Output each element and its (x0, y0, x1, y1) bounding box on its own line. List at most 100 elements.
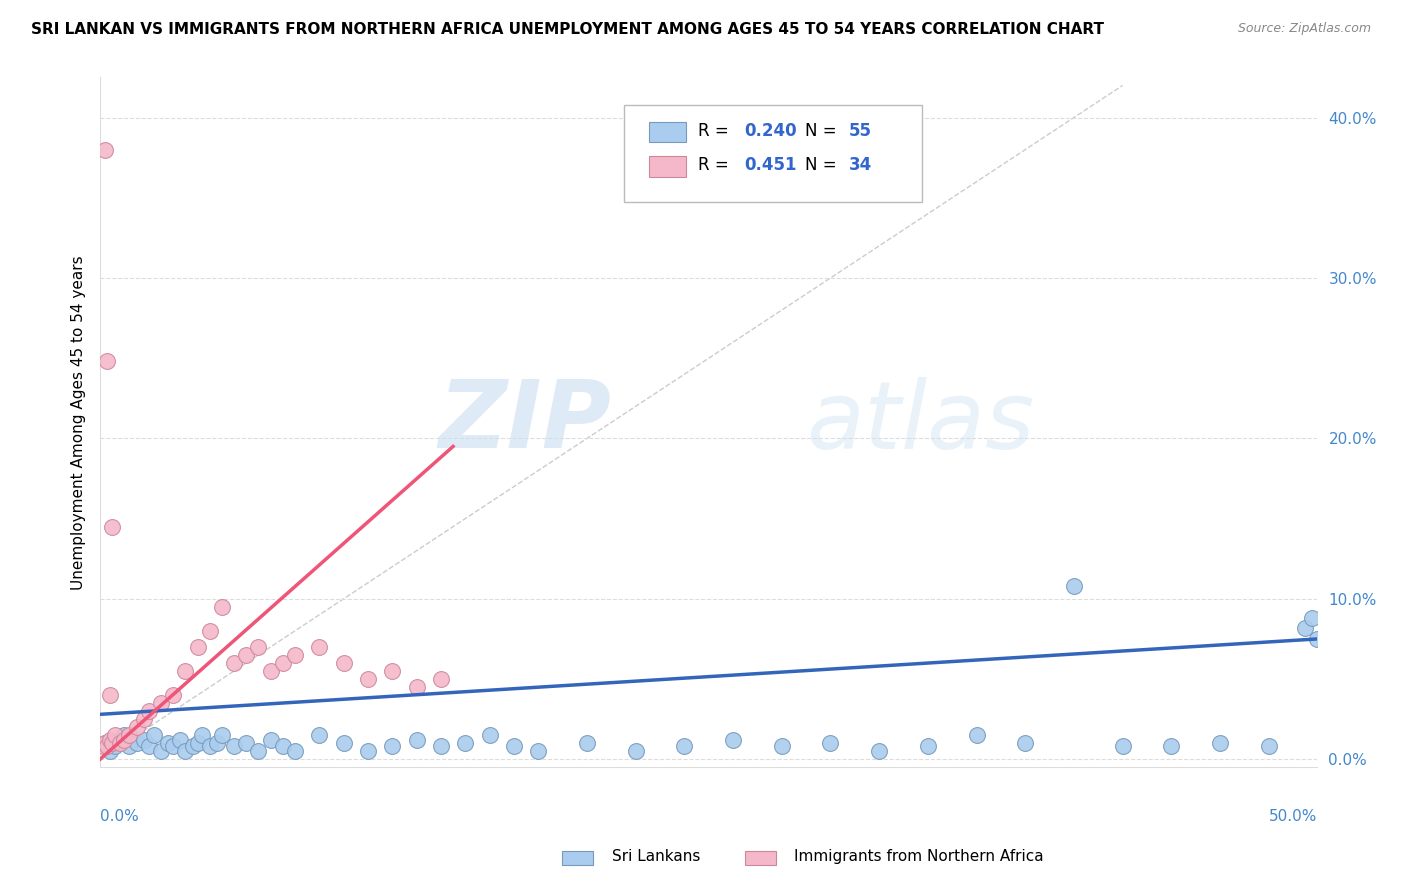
Point (222, 739, 245, 754)
Point (1209, 736, 1232, 750)
Point (478, 728, 501, 742)
Point (1063, 579, 1085, 593)
Point (142, 728, 165, 742)
Point (966, 728, 988, 742)
Point (138, 739, 160, 754)
Point (98, 733, 121, 747)
Point (430, 739, 453, 754)
Point (98, 744, 121, 758)
Point (247, 640, 270, 654)
Text: atlas: atlas (806, 376, 1035, 468)
Point (357, 744, 380, 758)
Point (868, 744, 890, 758)
Text: 0.0%: 0.0% (100, 809, 139, 823)
Text: 50.0%: 50.0% (1270, 809, 1317, 823)
Point (381, 739, 404, 754)
Point (101, 736, 124, 750)
Point (527, 744, 550, 758)
Point (114, 728, 136, 742)
Point (1014, 736, 1036, 750)
Point (259, 733, 281, 747)
Point (271, 739, 294, 754)
Text: SRI LANKAN VS IMMIGRANTS FROM NORTHERN AFRICA UNEMPLOYMENT AMONG AGES 45 TO 54 Y: SRI LANKAN VS IMMIGRANTS FROM NORTHERN A… (31, 22, 1104, 37)
Point (430, 672, 453, 686)
FancyBboxPatch shape (623, 105, 922, 202)
Point (98, 688, 121, 702)
Point (820, 736, 842, 750)
Point (1301, 611, 1323, 625)
Text: 0.451: 0.451 (744, 156, 797, 174)
Point (673, 739, 696, 754)
Point (235, 736, 257, 750)
Point (576, 736, 599, 750)
Point (1306, 632, 1329, 646)
Point (94, 143, 117, 157)
Point (198, 624, 221, 638)
Point (118, 739, 141, 754)
Text: Immigrants from Northern Africa: Immigrants from Northern Africa (794, 849, 1045, 863)
Point (917, 739, 939, 754)
Point (174, 664, 197, 678)
Point (770, 739, 793, 754)
Text: Sri Lankans: Sri Lankans (612, 849, 700, 863)
Point (157, 736, 180, 750)
Point (91, 739, 114, 754)
Text: N =: N = (804, 121, 842, 139)
Point (186, 736, 208, 750)
Point (1111, 739, 1133, 754)
Point (150, 696, 173, 710)
Point (94, 736, 117, 750)
Point (1257, 739, 1279, 754)
Point (1294, 621, 1316, 635)
Point (169, 733, 191, 747)
Point (162, 688, 184, 702)
Point (162, 739, 184, 754)
Point (308, 728, 330, 742)
Point (186, 640, 208, 654)
Point (308, 640, 330, 654)
Y-axis label: Unemployment Among Ages 45 to 54 years: Unemployment Among Ages 45 to 54 years (72, 255, 86, 590)
FancyBboxPatch shape (650, 121, 686, 143)
Point (284, 648, 307, 662)
Point (211, 728, 233, 742)
Point (205, 736, 228, 750)
Point (357, 672, 380, 686)
Text: 34: 34 (849, 156, 872, 174)
Point (96, 354, 118, 368)
Point (211, 599, 233, 614)
Text: R =: R = (697, 121, 734, 139)
Text: 0.240: 0.240 (744, 121, 797, 139)
Point (108, 733, 131, 747)
Point (101, 519, 124, 533)
Point (94, 736, 117, 750)
Point (503, 739, 526, 754)
Point (332, 736, 354, 750)
Point (125, 720, 148, 734)
Point (454, 736, 477, 750)
Point (284, 744, 307, 758)
Point (104, 728, 127, 742)
Point (332, 656, 354, 670)
Text: ZIP: ZIP (439, 376, 612, 468)
Text: R =: R = (697, 156, 740, 174)
Point (721, 733, 744, 747)
Point (174, 744, 197, 758)
FancyBboxPatch shape (650, 156, 686, 177)
Point (222, 656, 245, 670)
Point (138, 704, 160, 718)
Point (381, 664, 404, 678)
Point (191, 728, 214, 742)
Point (96, 739, 118, 754)
Point (624, 744, 647, 758)
Point (132, 733, 155, 747)
Point (198, 739, 221, 754)
Point (108, 736, 131, 750)
Point (104, 739, 127, 754)
Text: Source: ZipAtlas.com: Source: ZipAtlas.com (1237, 22, 1371, 36)
Point (235, 648, 257, 662)
Point (125, 736, 148, 750)
Point (247, 744, 270, 758)
Point (150, 744, 173, 758)
Point (259, 664, 281, 678)
Text: N =: N = (804, 156, 842, 174)
